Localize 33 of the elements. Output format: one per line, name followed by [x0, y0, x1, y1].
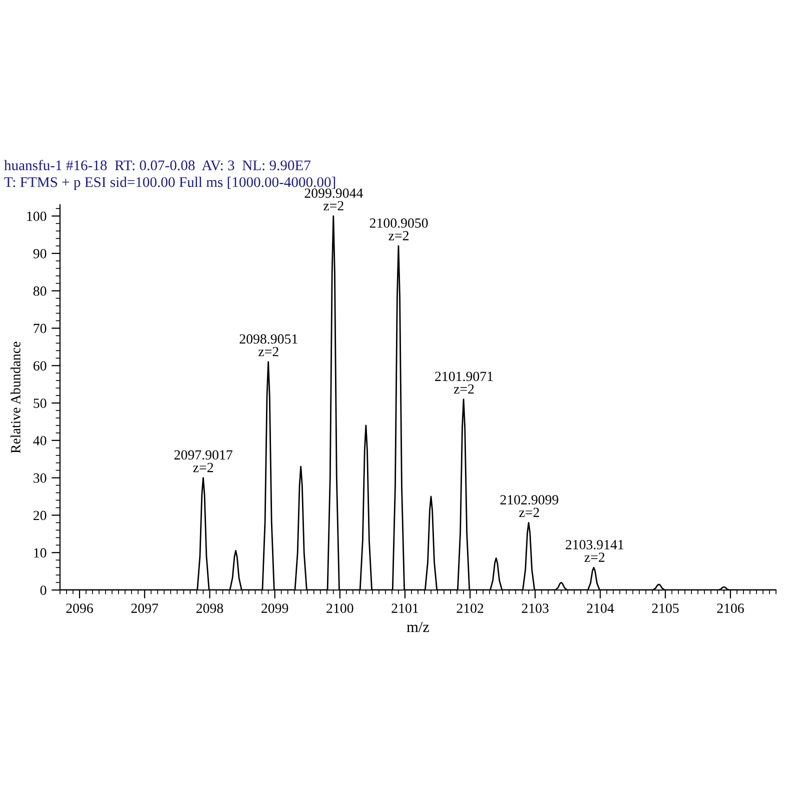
annotation: 2099.9044 z=2 — [304, 188, 363, 210]
annotation: 2101.9071 z=2 — [435, 372, 493, 394]
y-tick-label: 80 — [33, 286, 46, 296]
x-tick-label: 2097 — [131, 604, 158, 613]
x-tick-label: 2096 — [66, 604, 93, 613]
x-tick-label: 2099 — [262, 604, 288, 613]
x-tick-label: 2104 — [586, 604, 614, 613]
x-tick-label: 2101 — [392, 604, 418, 613]
y-tick-label: 0 — [40, 586, 46, 595]
annotation: 2103.9141 z=2 — [566, 540, 624, 562]
y-tick-label: 70 — [34, 324, 46, 334]
x-tick-label: 2106 — [717, 604, 744, 613]
y-tick-label: 40 — [33, 436, 46, 446]
y-tick-label: 50 — [34, 398, 46, 408]
x-tick-label: 2105 — [652, 604, 679, 613]
annotation: 2100.9050 z=2 — [370, 218, 428, 240]
y-tick-label: 10 — [34, 548, 46, 558]
x-tick-label: 2103 — [522, 604, 549, 613]
annotation: 2102.9099 z=2 — [500, 495, 558, 517]
y-axis-title: Relative Abundance — [10, 342, 20, 454]
text: huansfu-1 #16-18 RT: 0.07-0.08 AV: 3 NL: 9.90E7 — [4, 160, 311, 170]
y-tick-label: 30 — [34, 473, 46, 483]
x-tick-label: 2098 — [196, 604, 224, 613]
y-tick-label: 90 — [33, 249, 46, 258]
x-tick-label: 2100 — [326, 604, 354, 613]
y-tick-label: 20 — [34, 510, 46, 520]
y-tick-label: 100 — [27, 212, 46, 221]
x-axis-title: m/z — [406, 622, 430, 632]
y-tick-label: 60 — [34, 361, 46, 371]
text: T: FTMS + p ESI sid=100.00 Full ms [1000.00-4000.00] — [4, 176, 336, 190]
annotation: 2097.9017 z=2 — [174, 450, 232, 472]
x-tick-label: 2102 — [456, 604, 484, 613]
annotation: 2098.9051 z=2 — [240, 334, 298, 356]
